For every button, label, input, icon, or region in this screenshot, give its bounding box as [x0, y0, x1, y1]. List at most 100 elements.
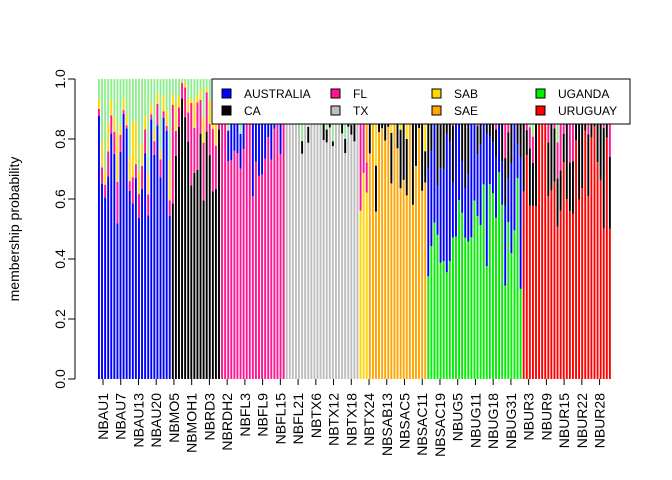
bar-segment	[156, 92, 159, 105]
bar-segment	[331, 141, 334, 146]
bar-segment	[116, 79, 119, 132]
bar-segment	[174, 130, 177, 156]
bar-segment	[184, 79, 187, 83]
bar-segment	[174, 79, 177, 103]
bar-segment	[214, 189, 217, 379]
bar-segment	[322, 140, 325, 379]
bar-segment	[267, 137, 270, 379]
bar-segment	[107, 79, 110, 123]
bar-segment	[110, 115, 113, 134]
bar-segment	[261, 102, 264, 175]
bar-segment	[144, 79, 147, 116]
bar-segment	[442, 169, 445, 262]
bar-segment	[531, 136, 534, 163]
bar-segment	[491, 193, 494, 379]
bar-segment	[254, 103, 257, 162]
bar-segment	[113, 79, 116, 117]
bar-segment	[221, 102, 224, 379]
bar-segment	[368, 108, 371, 154]
bar-segment	[138, 79, 140, 173]
bar-segment	[375, 165, 377, 212]
bar-segment	[608, 228, 611, 379]
bar-segment	[396, 148, 399, 379]
bar-segment	[230, 120, 233, 161]
bar-segment	[159, 177, 162, 379]
x-tick-label: NBAU7	[113, 393, 129, 440]
bar-segment	[599, 179, 602, 379]
bar-segment	[307, 126, 310, 143]
legend-swatch	[535, 105, 546, 116]
legend-label: TX	[353, 104, 368, 118]
bar-segment	[301, 153, 304, 379]
bar-segment	[599, 108, 602, 180]
x-tick-label: NBFL9	[255, 393, 271, 437]
bar-segment	[153, 129, 156, 142]
bar-segment	[596, 107, 599, 163]
bar-segment	[510, 114, 513, 164]
bar-segment	[239, 168, 242, 379]
bar-segment	[436, 234, 439, 379]
bar-segment	[113, 131, 116, 154]
bar-segment	[547, 196, 550, 379]
bar-segment	[131, 177, 134, 204]
bar-segment	[199, 87, 202, 101]
bar-segment	[535, 109, 537, 206]
x-tick-label: NBRDH2	[219, 393, 235, 451]
legend-swatch	[330, 105, 341, 116]
bar-segment	[479, 121, 482, 145]
bar-segment	[141, 188, 143, 379]
bar-segment	[122, 79, 125, 99]
bar-segment	[393, 104, 396, 380]
bar-segment	[128, 156, 131, 182]
bar-segment	[381, 128, 384, 379]
bar-segment	[153, 141, 156, 155]
bar-segment	[202, 142, 205, 201]
y-tick-label: 1.0	[52, 69, 68, 89]
bar-segment	[590, 137, 593, 379]
bar-segment	[353, 119, 356, 142]
bar-segment	[605, 112, 608, 138]
bar-segment	[507, 221, 510, 379]
bar-segment	[156, 104, 159, 126]
bar-segment	[101, 141, 103, 168]
x-tick-label: NBFL3	[237, 393, 253, 437]
x-tick-label: NBTX18	[343, 393, 359, 446]
bar-segment	[261, 174, 264, 379]
bar-segment	[544, 114, 547, 379]
bar-segment	[193, 172, 196, 379]
bar-segment	[190, 103, 193, 186]
bar-segment	[541, 110, 544, 379]
bar-segment	[575, 140, 577, 379]
bar-segment	[147, 79, 150, 173]
bar-segment	[134, 121, 137, 165]
bar-segment	[193, 79, 196, 101]
bar-segment	[187, 99, 190, 113]
bar-segment	[461, 212, 464, 379]
bar-segment	[375, 211, 377, 379]
bar-segment	[165, 110, 168, 126]
x-tick-label: NBUG11	[467, 393, 483, 448]
bar-segment	[602, 228, 605, 379]
bar-segment	[513, 122, 516, 231]
bar-segment	[498, 171, 501, 379]
legend-label: CA	[244, 104, 261, 118]
bar-segment	[119, 151, 122, 379]
bar-segment	[101, 79, 103, 142]
x-tick-label: NBMO5	[166, 393, 182, 443]
bar-segment	[270, 159, 273, 379]
bar-segment	[196, 79, 199, 97]
bar-segment	[338, 103, 340, 380]
bar-segment	[147, 194, 150, 216]
bar-segment	[125, 125, 128, 129]
bar-segment	[415, 165, 417, 379]
x-tick-label: NBFL15	[272, 393, 288, 445]
bar-segment	[104, 172, 107, 185]
bar-segment	[168, 215, 171, 379]
bar-segment	[131, 79, 134, 123]
legend-label: SAE	[454, 104, 478, 118]
bar-segment	[190, 98, 193, 104]
bar-segment	[436, 185, 439, 235]
bar-segment	[144, 129, 147, 154]
bar-segment	[353, 141, 356, 379]
bar-segment	[325, 142, 328, 379]
